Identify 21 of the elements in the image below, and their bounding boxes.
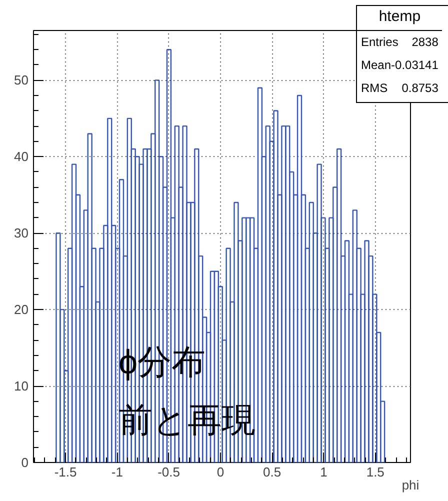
annotation: RMS: [361, 80, 388, 96]
x-tick-label: 1.5: [366, 464, 384, 480]
annotation: 0.8753: [402, 80, 438, 96]
text: 2838: [412, 34, 438, 49]
y-tick-label: 30: [14, 226, 29, 241]
y-tick-label: 50: [14, 72, 29, 88]
y-tick-label: 10: [14, 378, 29, 394]
annotation: Mean: [361, 58, 392, 72]
x-tick-label: 1: [320, 464, 328, 480]
y-tick-label: 40: [14, 149, 29, 164]
y-tick-label: 0: [21, 455, 29, 470]
x-tick-label: -0.5: [158, 464, 180, 480]
annotation: -0.03141: [391, 58, 438, 72]
x-axis-title: phi: [402, 478, 420, 492]
x-tick-label: 0: [216, 464, 224, 480]
y-tick-label: 20: [14, 302, 29, 318]
x-tick-label: 0.5: [263, 464, 282, 480]
annotation: Entries: [361, 34, 398, 49]
text: htemp: [357, 6, 442, 30]
x-tick-label: -1: [111, 464, 123, 480]
x-tick-label: -1.5: [54, 464, 77, 480]
